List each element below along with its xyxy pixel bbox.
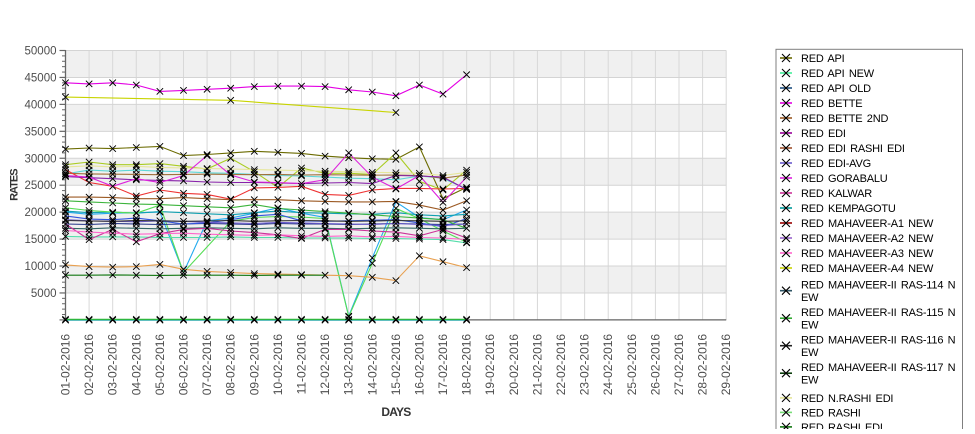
svg-text:RED MAHAVEER-A4 NEW: RED MAHAVEER-A4 NEW	[801, 263, 934, 275]
svg-text:40000: 40000	[25, 99, 57, 111]
svg-text:RED MAHAVEER-A1 NEW: RED MAHAVEER-A1 NEW	[801, 218, 934, 230]
svg-text:RED API OLD: RED API OLD	[801, 83, 871, 95]
svg-text:03-02-2016: 03-02-2016	[106, 334, 120, 396]
svg-text:10-02-2016: 10-02-2016	[271, 334, 285, 396]
svg-text:01-02-2016: 01-02-2016	[59, 334, 73, 396]
svg-text:RED RASHI EDI: RED RASHI EDI	[801, 422, 883, 429]
svg-text:5000: 5000	[31, 288, 57, 300]
svg-text:RED API NEW: RED API NEW	[801, 68, 875, 80]
svg-text:RED EDI: RED EDI	[801, 128, 846, 140]
svg-text:RED BETTE 2ND: RED BETTE 2ND	[801, 113, 888, 125]
svg-text:11-02-2016: 11-02-2016	[294, 334, 308, 395]
svg-text:RED KEMPAGOTU: RED KEMPAGOTU	[801, 203, 896, 215]
svg-text:45000: 45000	[25, 72, 57, 84]
svg-text:14-02-2016: 14-02-2016	[365, 334, 379, 396]
svg-text:20-02-2016: 20-02-2016	[507, 334, 521, 396]
svg-text:19-02-2016: 19-02-2016	[483, 334, 497, 396]
svg-text:13-02-2016: 13-02-2016	[342, 334, 356, 396]
svg-text:RED N.RASHI EDI: RED N.RASHI EDI	[801, 393, 893, 405]
svg-text:28-02-2016: 28-02-2016	[696, 334, 710, 396]
svg-text:10000: 10000	[25, 261, 57, 273]
svg-text:RED GORABALU: RED GORABALU	[801, 173, 888, 185]
svg-text:02-02-2016: 02-02-2016	[82, 334, 96, 396]
svg-text:18-02-2016: 18-02-2016	[460, 334, 474, 396]
svg-text:04-02-2016: 04-02-2016	[129, 334, 143, 396]
svg-text:08-02-2016: 08-02-2016	[224, 334, 238, 396]
svg-text:25000: 25000	[25, 180, 57, 192]
svg-text:07-02-2016: 07-02-2016	[200, 334, 214, 396]
svg-text:26-02-2016: 26-02-2016	[648, 334, 662, 396]
svg-text:RED MAHAVEER-II RAS-115 N: RED MAHAVEER-II RAS-115 N	[801, 307, 956, 319]
svg-text:RATES: RATES	[9, 169, 21, 201]
svg-text:17-02-2016: 17-02-2016	[436, 334, 450, 396]
svg-text:RED EDI RASHI EDI: RED EDI RASHI EDI	[801, 143, 905, 155]
svg-text:15-02-2016: 15-02-2016	[389, 334, 403, 396]
svg-text:RED API: RED API	[801, 53, 845, 65]
svg-text:RED MAHAVEER-II RAS-116 N: RED MAHAVEER-II RAS-116 N	[801, 335, 956, 347]
svg-text:12-02-2016: 12-02-2016	[318, 334, 332, 396]
svg-text:DAYS: DAYS	[381, 405, 411, 419]
svg-text:EW: EW	[801, 347, 819, 359]
svg-text:20000: 20000	[25, 207, 57, 219]
svg-text:21-02-2016: 21-02-2016	[530, 334, 544, 396]
svg-text:RED MAHAVEER-A3 NEW: RED MAHAVEER-A3 NEW	[801, 248, 934, 260]
svg-text:RED MAHAVEER-II RAS-114 N: RED MAHAVEER-II RAS-114 N	[801, 280, 956, 292]
svg-text:09-02-2016: 09-02-2016	[247, 334, 261, 396]
svg-text:RED MAHAVEER-II RAS-117 N: RED MAHAVEER-II RAS-117 N	[801, 362, 956, 374]
svg-text:35000: 35000	[25, 126, 57, 138]
svg-text:30000: 30000	[25, 153, 57, 165]
svg-text:29-02-2016: 29-02-2016	[719, 334, 733, 396]
svg-text:RED KALWAR: RED KALWAR	[801, 188, 872, 200]
svg-text:25-02-2016: 25-02-2016	[625, 334, 639, 396]
svg-text:27-02-2016: 27-02-2016	[672, 334, 686, 396]
svg-text:RED MAHAVEER-A2 NEW: RED MAHAVEER-A2 NEW	[801, 233, 934, 245]
svg-text:RED EDI-AVG: RED EDI-AVG	[801, 158, 871, 170]
svg-text:EW: EW	[801, 375, 819, 387]
svg-text:RED BETTE: RED BETTE	[801, 98, 862, 110]
svg-text:16-02-2016: 16-02-2016	[412, 334, 426, 396]
svg-text:RED RASHI: RED RASHI	[801, 407, 861, 419]
svg-text:22-02-2016: 22-02-2016	[554, 334, 568, 396]
svg-text:EW: EW	[801, 320, 819, 332]
svg-text:50000: 50000	[25, 46, 57, 58]
svg-text:06-02-2016: 06-02-2016	[176, 334, 190, 396]
svg-text:EW: EW	[801, 292, 819, 304]
svg-text:23-02-2016: 23-02-2016	[578, 334, 592, 396]
svg-text:24-02-2016: 24-02-2016	[601, 334, 615, 396]
svg-text:05-02-2016: 05-02-2016	[153, 334, 167, 396]
svg-text:15000: 15000	[25, 234, 57, 246]
